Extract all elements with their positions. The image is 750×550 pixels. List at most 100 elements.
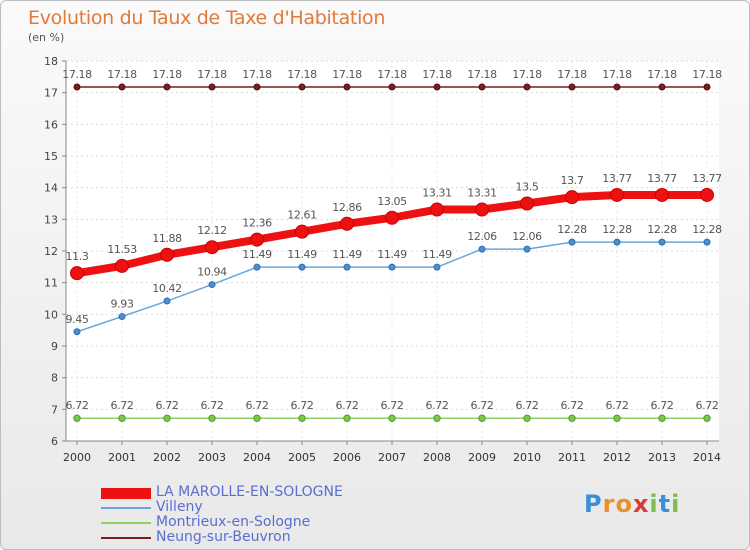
logo-letter: P xyxy=(584,490,603,518)
logo-letter: r xyxy=(602,490,616,518)
x-tick-label: 2000 xyxy=(63,451,91,464)
data-point xyxy=(475,202,489,217)
chart-title: Evolution du Taux de Taxe d'Habitation xyxy=(28,7,386,29)
data-point xyxy=(478,83,486,91)
data-point xyxy=(478,245,486,253)
x-tick-label: 2009 xyxy=(468,451,496,464)
y-tick-label: 9 xyxy=(51,340,58,353)
y-tick-label: 10 xyxy=(44,308,58,321)
data-label: 6.72 xyxy=(336,399,359,412)
data-point xyxy=(658,414,666,422)
y-tick-label: 16 xyxy=(44,118,58,131)
data-label: 17.18 xyxy=(107,68,137,81)
data-label: 11.49 xyxy=(287,248,317,261)
y-tick-label: 18 xyxy=(44,55,58,68)
data-label: 6.72 xyxy=(291,399,314,412)
data-point xyxy=(343,263,351,271)
data-point xyxy=(655,187,669,202)
data-label: 6.72 xyxy=(246,399,269,412)
proxiti-logo: Proxiti xyxy=(584,490,680,518)
data-label: 9.45 xyxy=(66,313,89,326)
y-tick-label: 6 xyxy=(51,435,58,448)
data-point xyxy=(433,414,441,422)
logo-letter: o xyxy=(615,490,633,518)
data-label: 13.7 xyxy=(561,174,584,187)
data-label: 17.18 xyxy=(62,68,92,81)
data-point xyxy=(388,263,396,271)
data-label: 17.18 xyxy=(467,68,497,81)
y-tick-label: 11 xyxy=(44,277,58,290)
data-label: 17.18 xyxy=(242,68,272,81)
data-point xyxy=(298,263,306,271)
data-point xyxy=(703,83,711,91)
data-label: 12.28 xyxy=(557,223,587,236)
data-label: 17.18 xyxy=(287,68,317,81)
legend-swatch xyxy=(101,537,151,539)
data-label: 9.93 xyxy=(111,298,134,311)
data-label: 12.28 xyxy=(692,223,722,236)
data-point xyxy=(388,83,396,91)
data-point xyxy=(208,281,216,289)
data-label: 6.72 xyxy=(66,399,89,412)
y-tick-label: 14 xyxy=(44,182,58,195)
data-point xyxy=(568,414,576,422)
data-point xyxy=(568,238,576,246)
data-point xyxy=(340,216,354,231)
data-point xyxy=(703,238,711,246)
data-label: 11.49 xyxy=(332,248,362,261)
data-label: 6.72 xyxy=(111,399,134,412)
data-point xyxy=(478,414,486,422)
data-point xyxy=(253,414,261,422)
data-point xyxy=(163,83,171,91)
data-label: 11.49 xyxy=(422,248,452,261)
y-tick-label: 13 xyxy=(44,213,58,226)
data-point xyxy=(298,414,306,422)
data-label: 10.42 xyxy=(152,282,182,295)
data-label: 17.18 xyxy=(197,68,227,81)
data-label: 13.05 xyxy=(377,195,407,208)
legend-swatch xyxy=(101,487,151,499)
data-point xyxy=(163,297,171,305)
data-point xyxy=(160,247,174,262)
legend-label: LA MAROLLE-EN-SOLOGNE xyxy=(156,484,343,500)
x-tick-label: 2010 xyxy=(513,451,541,464)
data-label: 11.49 xyxy=(242,248,272,261)
data-point xyxy=(73,328,81,336)
chart-unit-label: (en %) xyxy=(28,31,65,44)
data-point xyxy=(613,83,621,91)
data-label: 6.72 xyxy=(696,399,719,412)
legend-swatch xyxy=(101,507,151,509)
data-label: 6.72 xyxy=(561,399,584,412)
data-label: 12.86 xyxy=(332,201,362,214)
data-point xyxy=(388,414,396,422)
data-label: 6.72 xyxy=(471,399,494,412)
data-point xyxy=(343,83,351,91)
logo-letter: x xyxy=(632,490,650,518)
data-label: 10.94 xyxy=(197,266,227,279)
x-tick-label: 2014 xyxy=(693,451,721,464)
data-point xyxy=(343,414,351,422)
data-label: 6.72 xyxy=(606,399,629,412)
data-label: 13.5 xyxy=(516,181,539,194)
data-label: 6.72 xyxy=(651,399,674,412)
data-label: 13.77 xyxy=(647,172,677,185)
data-point xyxy=(610,187,624,202)
data-label: 17.18 xyxy=(377,68,407,81)
data-point xyxy=(73,414,81,422)
x-tick-label: 2011 xyxy=(558,451,586,464)
legend-label: Montrieux-en-Sologne xyxy=(156,514,311,530)
data-point xyxy=(700,187,714,202)
data-label: 11.3 xyxy=(66,250,89,263)
data-point xyxy=(118,313,126,321)
x-tick-label: 2008 xyxy=(423,451,451,464)
data-point xyxy=(208,83,216,91)
data-label: 12.12 xyxy=(197,224,227,237)
data-label: 12.28 xyxy=(602,223,632,236)
data-point xyxy=(385,210,399,225)
data-point xyxy=(118,83,126,91)
data-label: 17.18 xyxy=(647,68,677,81)
data-label: 17.18 xyxy=(692,68,722,81)
data-point xyxy=(658,238,666,246)
